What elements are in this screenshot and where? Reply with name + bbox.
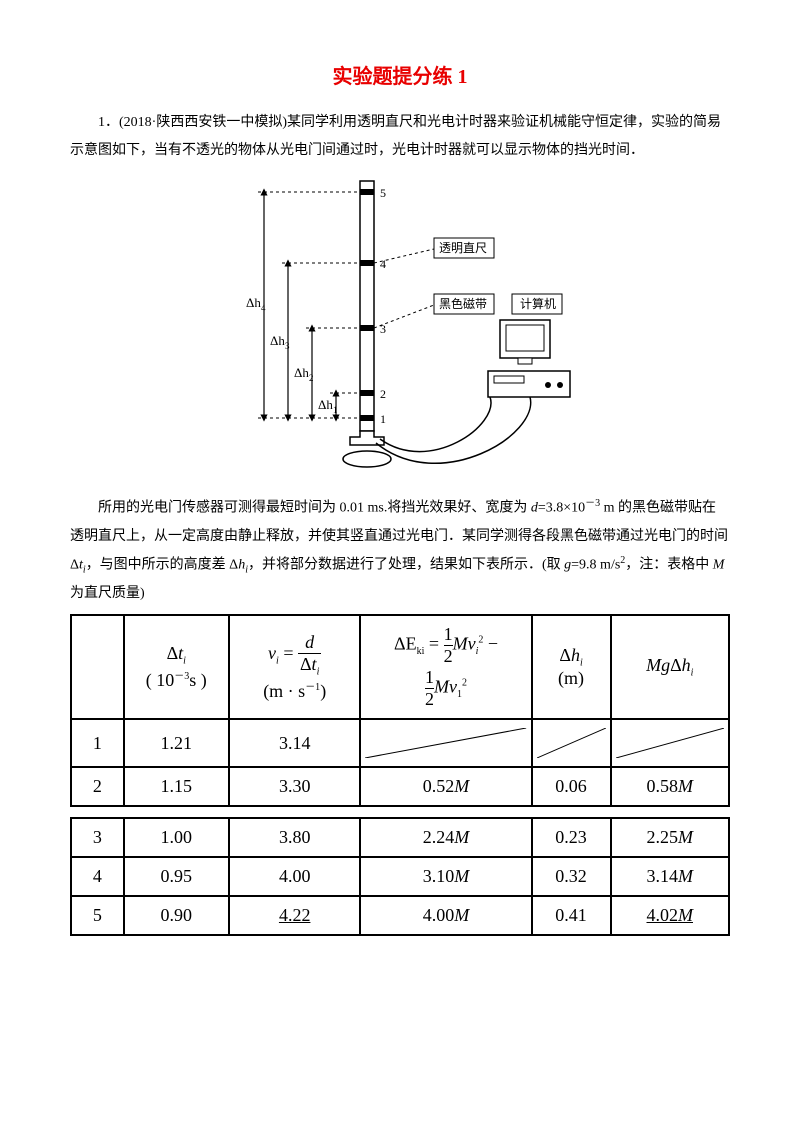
- cell-v: 3.80: [229, 818, 361, 857]
- svg-text:3: 3: [285, 341, 290, 351]
- paragraph-2: 所用的光电门传感器可测得最短时间为 0.01 ms.将挡光效果好、宽度为 d=3…: [70, 494, 730, 608]
- cell-mgdh: 2.25M: [611, 818, 729, 857]
- mark-1: 1: [380, 412, 386, 426]
- cell-mgdh: 3.14M: [611, 857, 729, 896]
- table-header-row: Δti ( 10－3s ) vi = d Δti (m · s－1) ΔEki …: [71, 615, 729, 719]
- cell-mgdh: 4.02M: [611, 896, 729, 935]
- cell-dek-diag: [360, 719, 531, 767]
- cell-v: 3.14: [229, 719, 361, 767]
- cell-mgdh: 0.58M: [611, 767, 729, 806]
- label-transparent-ruler: 透明直尺: [439, 241, 487, 255]
- mark-5: 5: [380, 186, 386, 200]
- cell-dek: 0.52M: [360, 767, 531, 806]
- experiment-diagram: 1 2 3 4 5 Δh: [70, 175, 730, 480]
- cell-dek: 4.00M: [360, 896, 531, 935]
- svg-text:Δh: Δh: [318, 397, 333, 412]
- table-row: 1 1.21 3.14: [71, 719, 729, 767]
- cell-v: 4.22: [229, 896, 361, 935]
- cell-dt: 0.95: [124, 857, 229, 896]
- mark-2: 2: [380, 387, 386, 401]
- cell-idx: 2: [71, 767, 124, 806]
- mark-3: 3: [380, 322, 386, 336]
- cell-v: 3.30: [229, 767, 361, 806]
- cell-dh: 0.06: [532, 767, 611, 806]
- table-row: 3 1.00 3.80 2.24M 0.23 2.25M: [71, 818, 729, 857]
- cell-idx: 3: [71, 818, 124, 857]
- cell-dt: 1.21: [124, 719, 229, 767]
- cell-dt: 1.15: [124, 767, 229, 806]
- cell-dek: 2.24M: [360, 818, 531, 857]
- cell-v: 4.00: [229, 857, 361, 896]
- svg-text:1: 1: [333, 405, 338, 415]
- page-title: 实验题提分练 1: [70, 60, 730, 89]
- table-row: 4 0.95 4.00 3.10M 0.32 3.14M: [71, 857, 729, 896]
- cell-dh-diag: [532, 719, 611, 767]
- header-v: vi = d Δti (m · s－1): [229, 615, 361, 719]
- page-root: 实验题提分练 1 1．(2018·陕西西安铁一中模拟)某同学利用透明直尺和光电计…: [0, 0, 800, 986]
- header-dek: ΔEki = 1 2 Mvi2 − 1 2 Mv12: [360, 615, 531, 719]
- header-dh: Δhi (m): [532, 615, 611, 719]
- svg-text:Δh: Δh: [270, 333, 285, 348]
- header-dt: Δti ( 10－3s ): [124, 615, 229, 719]
- cell-mgdh-diag: [611, 719, 729, 767]
- svg-text:Δh: Δh: [294, 365, 309, 380]
- label-computer: 计算机: [520, 296, 556, 311]
- svg-text:2: 2: [309, 373, 314, 383]
- svg-text:4: 4: [261, 303, 266, 313]
- data-table-1: Δti ( 10－3s ) vi = d Δti (m · s－1) ΔEki …: [70, 614, 730, 807]
- header-index: [71, 615, 124, 719]
- cell-dh: 0.41: [532, 896, 611, 935]
- diagram-svg: 1 2 3 4 5 Δh: [200, 175, 600, 475]
- cell-dh: 0.32: [532, 857, 611, 896]
- table-row: 5 0.90 4.22 4.00M 0.41 4.02M: [71, 896, 729, 935]
- header-mgdh: MgΔhi: [611, 615, 729, 719]
- paragraph-1: 1．(2018·陕西西安铁一中模拟)某同学利用透明直尺和光电计时器来验证机械能守…: [70, 109, 730, 165]
- data-table-2: 3 1.00 3.80 2.24M 0.23 2.25M 4 0.95 4.00…: [70, 817, 730, 936]
- label-black-tape: 黑色磁带: [439, 296, 487, 311]
- cell-dt: 0.90: [124, 896, 229, 935]
- cell-idx: 1: [71, 719, 124, 767]
- cell-dh: 0.23: [532, 818, 611, 857]
- cell-idx: 5: [71, 896, 124, 935]
- cell-idx: 4: [71, 857, 124, 896]
- table-row: 2 1.15 3.30 0.52M 0.06 0.58M: [71, 767, 729, 806]
- cell-dt: 1.00: [124, 818, 229, 857]
- svg-text:Δh: Δh: [246, 295, 261, 310]
- cell-dek: 3.10M: [360, 857, 531, 896]
- mark-4: 4: [380, 257, 386, 271]
